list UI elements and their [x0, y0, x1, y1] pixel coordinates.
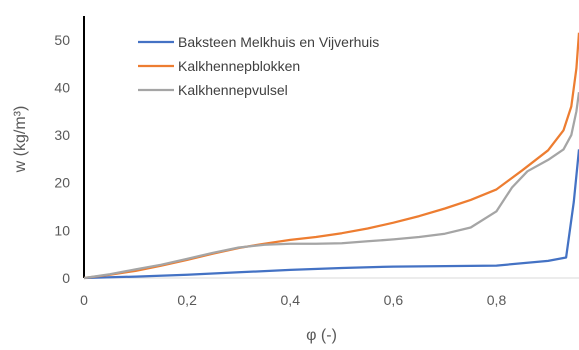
- x-tick-label: 0,8: [487, 292, 507, 308]
- legend: Baksteen Melkhuis en Vijverhuis Kalkhenne…: [138, 34, 379, 98]
- series-line-2: [83, 32, 579, 280]
- y-tick-label: 10: [54, 222, 70, 238]
- x-tick-label: 0: [80, 292, 88, 308]
- x-axis-title: φ (-): [306, 327, 337, 344]
- series-line-1: [83, 149, 579, 280]
- x-tick-label: 0,4: [281, 292, 301, 308]
- y-tick-label: 30: [54, 127, 70, 143]
- series-line-3: [83, 92, 579, 280]
- legend-label: Baksteen Melkhuis en Vijverhuis: [178, 34, 379, 50]
- legend-label: Kalkhennepblokken: [178, 58, 300, 74]
- x-tick-label: 0,2: [177, 292, 197, 308]
- plot-axes: [83, 16, 579, 279]
- x-tick-label: 0,6: [384, 292, 404, 308]
- y-tick-label: 0: [62, 270, 70, 286]
- y-axis-title: w (kg/m³): [12, 106, 29, 174]
- plot-ticks: 0 0,2 0,4 0,6 0,8 0 10 20 30 40 50: [54, 32, 506, 308]
- y-tick-label: 20: [54, 175, 70, 191]
- plot-series: [83, 32, 579, 280]
- y-tick-label: 40: [54, 79, 70, 95]
- y-tick-label: 50: [54, 32, 70, 48]
- legend-label: Kalkhennepvulsel: [178, 82, 288, 98]
